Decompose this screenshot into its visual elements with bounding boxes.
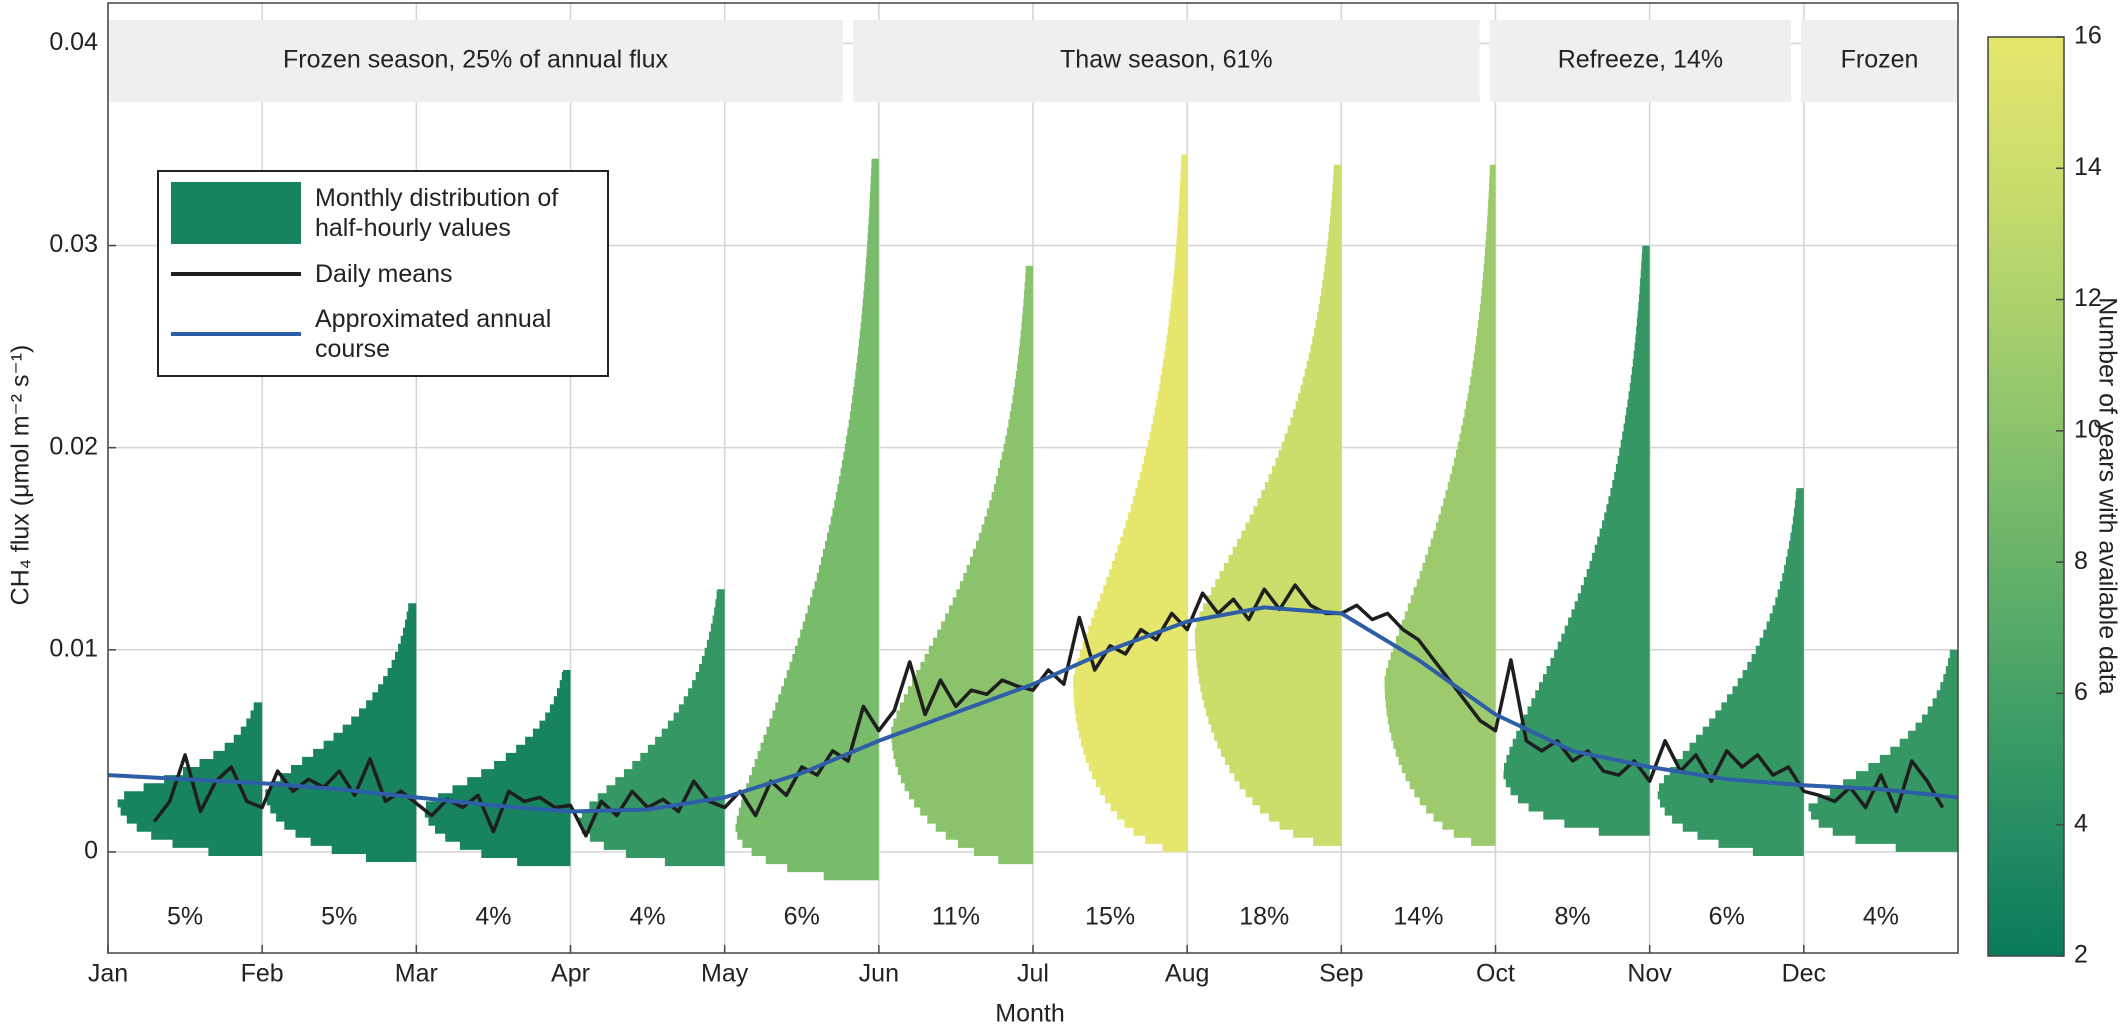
x-tick-label: Dec [1782, 960, 1826, 988]
x-tick-label: Apr [551, 960, 590, 988]
season-label: Frozen [1841, 46, 1919, 74]
distribution [578, 589, 725, 867]
x-tick-label: Mar [395, 960, 438, 988]
legend-swatch [171, 332, 301, 336]
season-band [1489, 20, 1792, 102]
x-tick-label: Feb [241, 960, 284, 988]
distribution [424, 670, 571, 867]
distribution [735, 158, 879, 881]
x-tick-label: Oct [1476, 960, 1515, 988]
distribution [1384, 164, 1496, 846]
legend: Monthly distribution of half-hourly valu… [157, 170, 609, 377]
legend-label: Daily means [315, 260, 453, 288]
y-tick-label: 0.02 [49, 432, 98, 460]
plot-frame [107, 2, 1959, 954]
season-band [1801, 20, 1958, 102]
x-tick-label: May [701, 960, 749, 988]
x-tick-label: Jan [88, 960, 128, 988]
y-tick-label: 0.04 [49, 28, 98, 56]
season-label: Thaw season, 61% [1060, 46, 1273, 74]
share-label: 5% [167, 903, 203, 931]
legend-item: Monthly distribution of half-hourly valu… [171, 182, 605, 244]
distribution [1657, 488, 1804, 856]
colorbar-tick-label: 2 [2074, 941, 2088, 969]
share-label: 6% [1709, 903, 1745, 931]
season-band [108, 20, 843, 102]
share-label: 8% [1555, 903, 1591, 931]
legend-item: Approximated annual course [171, 304, 605, 364]
legend-item: Daily means [171, 259, 605, 289]
share-label: 11% [932, 903, 980, 931]
x-tick-label: Jun [859, 960, 899, 988]
x-axis-label: Month [995, 1000, 1064, 1027]
colorbar-tick-label: 12 [2074, 284, 2102, 312]
x-tick-label: Nov [1627, 960, 1672, 988]
x-tick-label: Sep [1319, 960, 1363, 988]
colorbar-tick-label: 8 [2074, 547, 2088, 575]
y-tick-label: 0.01 [49, 634, 98, 662]
share-label: 18% [1239, 903, 1289, 931]
share-label: 4% [630, 903, 666, 931]
share-label: 15% [1085, 903, 1135, 931]
share-label: 4% [475, 903, 511, 931]
distribution [1503, 245, 1650, 836]
season-label: Refreeze, 14% [1558, 46, 1723, 74]
share-label: 14% [1393, 903, 1443, 931]
colorbar-tick-label: 6 [2074, 678, 2088, 706]
share-label: 6% [784, 903, 820, 931]
distribution [1194, 164, 1342, 846]
colorbar [1987, 36, 2065, 957]
distribution [1808, 649, 1958, 852]
share-label: 4% [1863, 903, 1899, 931]
colorbar-tick-label: 4 [2074, 809, 2088, 837]
colorbar-tick-label: 14 [2074, 153, 2102, 181]
distribution [1073, 154, 1188, 852]
legend-swatch [171, 182, 301, 244]
colorbar-tick-label: 10 [2074, 415, 2102, 443]
share-label: 5% [321, 903, 357, 931]
x-tick-label: Jul [1017, 960, 1049, 988]
legend-label: Monthly distribution of half-hourly valu… [315, 184, 559, 242]
y-tick-label: 0 [84, 837, 98, 865]
distribution [265, 603, 417, 862]
colorbar-tick-label: 16 [2074, 22, 2102, 50]
legend-swatch [171, 272, 301, 276]
season-band [853, 20, 1480, 102]
line [107, 605, 1959, 814]
colorbar-label: Number of years with available data [2093, 297, 2121, 695]
season-label: Frozen season, 25% of annual flux [283, 46, 668, 74]
y-axis-label: CH₄ flux (μmol m⁻² s⁻¹) [7, 345, 35, 606]
y-tick-label: 0.03 [49, 230, 98, 258]
x-tick-label: Aug [1165, 960, 1209, 988]
legend-label: Approximated annual course [315, 305, 552, 363]
